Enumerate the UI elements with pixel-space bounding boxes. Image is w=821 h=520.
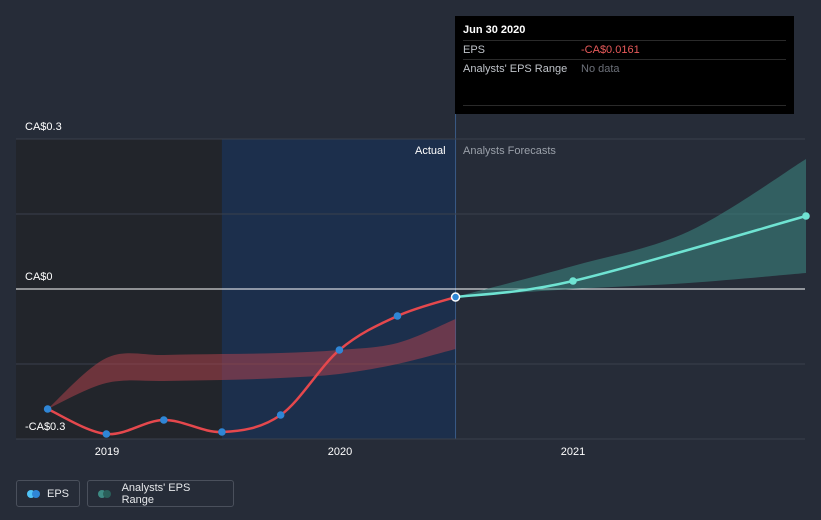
eps-point-0[interactable] bbox=[43, 405, 52, 413]
actual-section-label: Actual bbox=[415, 145, 446, 157]
x-tick-2019: 2019 bbox=[94, 446, 120, 458]
series-line-1 bbox=[454, 214, 808, 299]
eps-point-5[interactable] bbox=[335, 346, 344, 354]
range-area-1 bbox=[455, 159, 806, 298]
tooltip-row-eps: EPS -CA$0.0161 bbox=[463, 40, 786, 59]
legend-range-label: Analysts' EPS Range bbox=[121, 481, 191, 506]
eps-point-2[interactable] bbox=[160, 416, 168, 424]
tooltip-range-value: No data bbox=[581, 63, 620, 75]
forecast-section-label: Analysts Forecasts bbox=[463, 145, 556, 157]
range-legend-icon bbox=[98, 489, 114, 498]
chart-ranges bbox=[47, 159, 806, 409]
eps-legend-icon bbox=[27, 489, 40, 498]
forecast-point-2[interactable] bbox=[802, 212, 810, 220]
tooltip-row-range: Analysts' EPS Range No data bbox=[463, 59, 786, 78]
tooltip-eps-label: EPS bbox=[463, 44, 486, 56]
legend-range-button[interactable]: Analysts' EPS Range bbox=[87, 480, 234, 507]
data-tooltip: Jun 30 2020 EPS -CA$0.0161 Analysts' EPS… bbox=[455, 16, 794, 114]
tooltip-eps-value: -CA$0.0161 bbox=[581, 44, 640, 56]
eps-point-7[interactable] bbox=[450, 292, 461, 302]
x-tick-2021: 2021 bbox=[560, 446, 586, 458]
forecast-point-1[interactable] bbox=[569, 277, 577, 285]
range-area-0 bbox=[47, 319, 456, 409]
chart-markers[interactable] bbox=[43, 212, 810, 438]
tooltip-date: Jun 30 2020 bbox=[463, 24, 526, 36]
x-tick-2020: 2020 bbox=[327, 446, 353, 458]
legend-eps-button[interactable]: EPS bbox=[16, 480, 80, 507]
tooltip-range-label: Analysts' EPS Range bbox=[463, 63, 568, 75]
y-axis-label-zero: CA$0 bbox=[25, 271, 53, 283]
y-axis-label-bottom: -CA$0.3 bbox=[25, 421, 66, 433]
legend-eps-label: EPS bbox=[46, 487, 69, 500]
eps-point-6[interactable] bbox=[393, 312, 402, 320]
y-axis-label-top: CA$0.3 bbox=[25, 121, 62, 133]
eps-point-4[interactable] bbox=[276, 411, 285, 419]
eps-point-1[interactable] bbox=[102, 430, 111, 438]
tooltip-divider bbox=[463, 105, 786, 106]
eps-point-3[interactable] bbox=[218, 428, 226, 436]
